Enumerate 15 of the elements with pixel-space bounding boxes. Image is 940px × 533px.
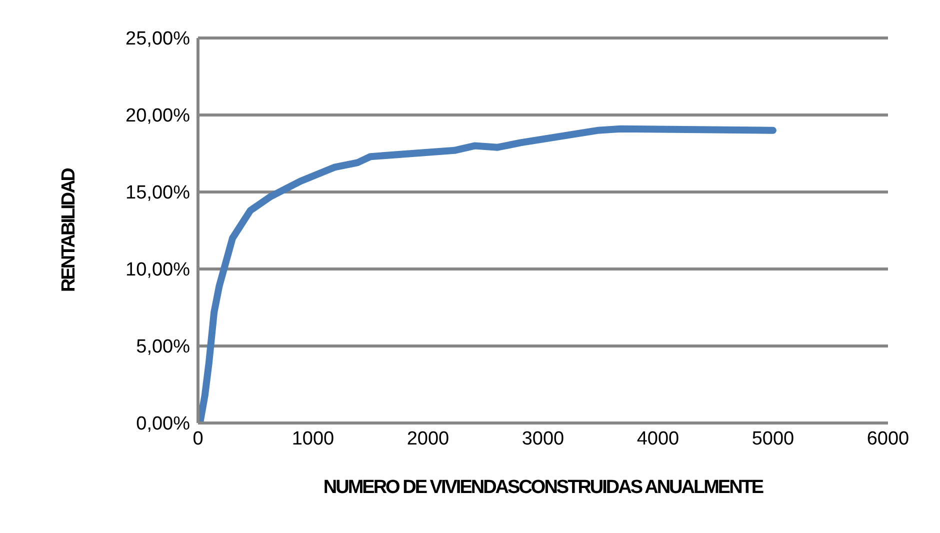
x-tick-label: 5000 bbox=[752, 428, 794, 450]
y-tick-label: 10,00% bbox=[126, 260, 190, 281]
x-tick-label: 6000 bbox=[866, 428, 910, 450]
y-tick-label: 25,00% bbox=[126, 28, 190, 50]
y-tick-label: 5,00% bbox=[136, 336, 190, 358]
x-tick-label: 4000 bbox=[636, 428, 680, 450]
x-axis-title: NUMERO DE VIVIENDASCONSTRUIDAS ANUALMENTE bbox=[323, 477, 764, 498]
y-tick-label: 15,00% bbox=[126, 182, 190, 204]
x-tick-label: 1000 bbox=[292, 428, 334, 450]
x-tick-label: 2000 bbox=[406, 428, 450, 450]
y-tick-label: 0,00% bbox=[136, 414, 190, 435]
x-tick-label: 0 bbox=[192, 428, 204, 450]
y-axis-title: RENTABILIDAD bbox=[58, 168, 80, 292]
x-tick-label: 3000 bbox=[522, 428, 564, 450]
y-tick-label: 20,00% bbox=[126, 106, 190, 127]
